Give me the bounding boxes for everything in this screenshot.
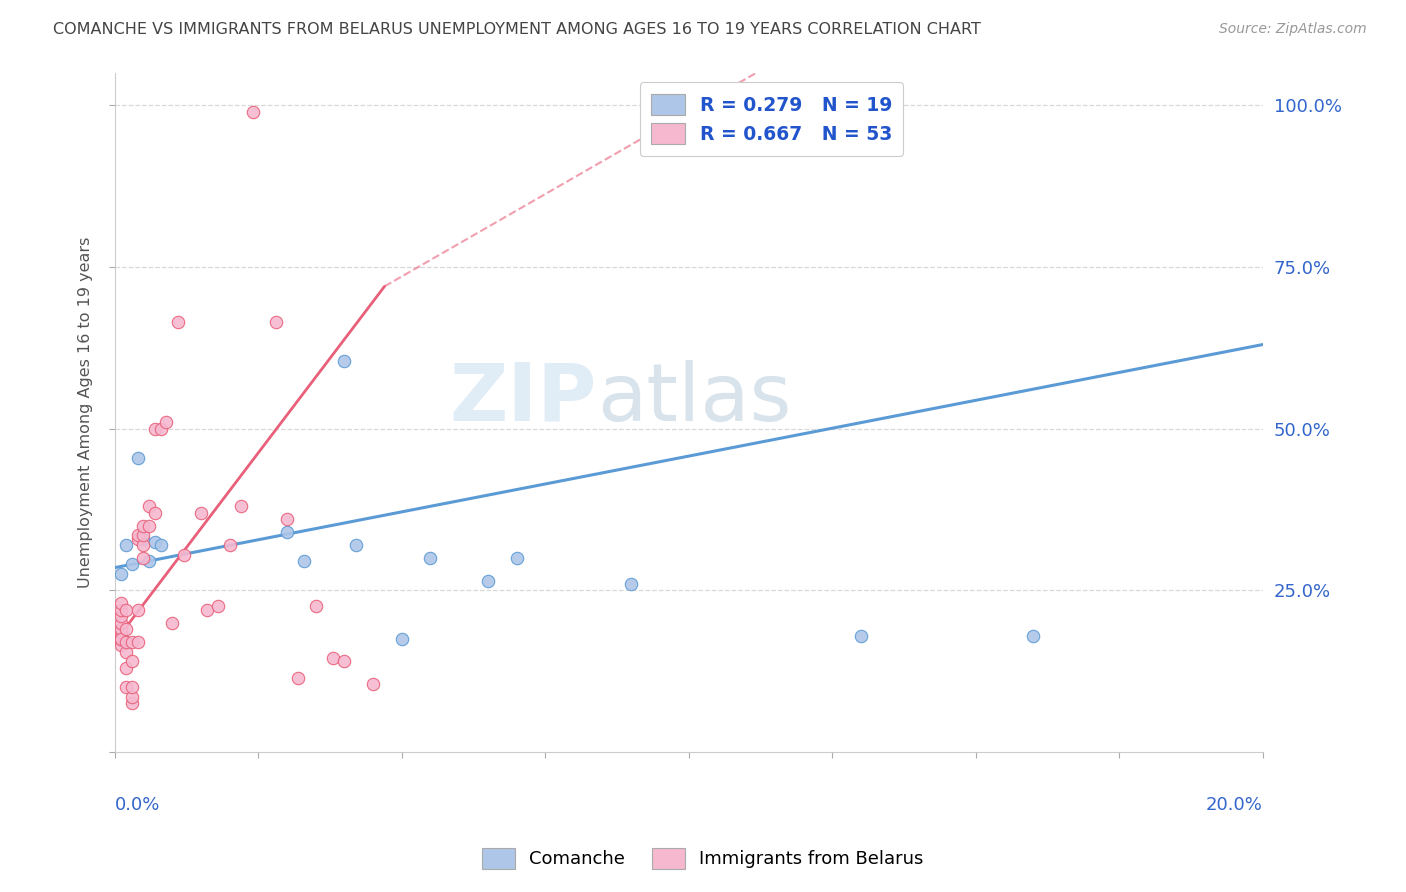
- Point: [115, 661, 138, 675]
- Point: [132, 532, 155, 546]
- Point: [149, 422, 172, 436]
- Point: [121, 697, 143, 711]
- Point: [167, 315, 190, 329]
- Point: [127, 602, 149, 616]
- Point: [138, 499, 160, 513]
- Legend: Comanche, Immigrants from Belarus: Comanche, Immigrants from Belarus: [475, 840, 931, 876]
- Point: [276, 512, 298, 526]
- Point: [138, 518, 160, 533]
- Point: [127, 528, 149, 542]
- Text: atlas: atlas: [598, 359, 792, 438]
- Point: [110, 567, 132, 582]
- Point: [173, 548, 195, 562]
- Point: [132, 538, 155, 552]
- Point: [110, 602, 132, 616]
- Point: [110, 632, 132, 646]
- Point: [195, 602, 218, 616]
- Point: [1022, 628, 1045, 642]
- Point: [322, 651, 344, 665]
- Point: [115, 645, 138, 659]
- Point: [143, 534, 166, 549]
- Point: [127, 532, 149, 546]
- Point: [115, 538, 138, 552]
- Point: [477, 574, 499, 588]
- Point: [110, 615, 132, 630]
- Point: [190, 506, 212, 520]
- Point: [127, 450, 149, 465]
- Point: [143, 422, 166, 436]
- Point: [419, 550, 441, 565]
- Point: [361, 677, 384, 691]
- Text: 0.0%: 0.0%: [115, 796, 160, 814]
- Point: [121, 680, 143, 694]
- Point: [110, 622, 132, 636]
- Point: [344, 538, 367, 552]
- Point: [115, 680, 138, 694]
- Text: COMANCHE VS IMMIGRANTS FROM BELARUS UNEMPLOYMENT AMONG AGES 16 TO 19 YEARS CORRE: COMANCHE VS IMMIGRANTS FROM BELARUS UNEM…: [53, 22, 981, 37]
- Point: [264, 315, 287, 329]
- Point: [155, 415, 177, 429]
- Point: [333, 654, 356, 668]
- Point: [115, 622, 138, 636]
- Point: [121, 690, 143, 704]
- Point: [110, 596, 132, 610]
- Point: [849, 628, 872, 642]
- Point: [107, 632, 129, 646]
- Point: [110, 638, 132, 652]
- Point: [229, 499, 252, 513]
- Point: [149, 538, 172, 552]
- Point: [121, 635, 143, 649]
- Point: [132, 550, 155, 565]
- Point: [110, 632, 132, 646]
- Point: [391, 632, 413, 646]
- Point: [505, 550, 527, 565]
- Point: [115, 602, 138, 616]
- Point: [110, 609, 132, 624]
- Point: [160, 615, 183, 630]
- Legend: R = 0.279   N = 19, R = 0.667   N = 53: R = 0.279 N = 19, R = 0.667 N = 53: [640, 82, 903, 156]
- Y-axis label: Unemployment Among Ages 16 to 19 years: Unemployment Among Ages 16 to 19 years: [79, 236, 93, 588]
- Text: ZIP: ZIP: [450, 359, 598, 438]
- Point: [305, 599, 328, 614]
- Point: [132, 528, 155, 542]
- Point: [115, 635, 138, 649]
- Point: [121, 654, 143, 668]
- Point: [292, 554, 315, 568]
- Point: [132, 518, 155, 533]
- Point: [207, 599, 229, 614]
- Point: [218, 538, 240, 552]
- Point: [110, 628, 132, 642]
- Point: [138, 554, 160, 568]
- Point: [127, 635, 149, 649]
- Point: [121, 558, 143, 572]
- Text: Source: ZipAtlas.com: Source: ZipAtlas.com: [1219, 22, 1367, 37]
- Point: [242, 104, 264, 119]
- Text: 20.0%: 20.0%: [1206, 796, 1263, 814]
- Point: [620, 576, 643, 591]
- Point: [333, 353, 356, 368]
- Point: [143, 506, 166, 520]
- Point: [287, 671, 309, 685]
- Point: [107, 628, 129, 642]
- Point: [110, 625, 132, 640]
- Point: [276, 524, 298, 539]
